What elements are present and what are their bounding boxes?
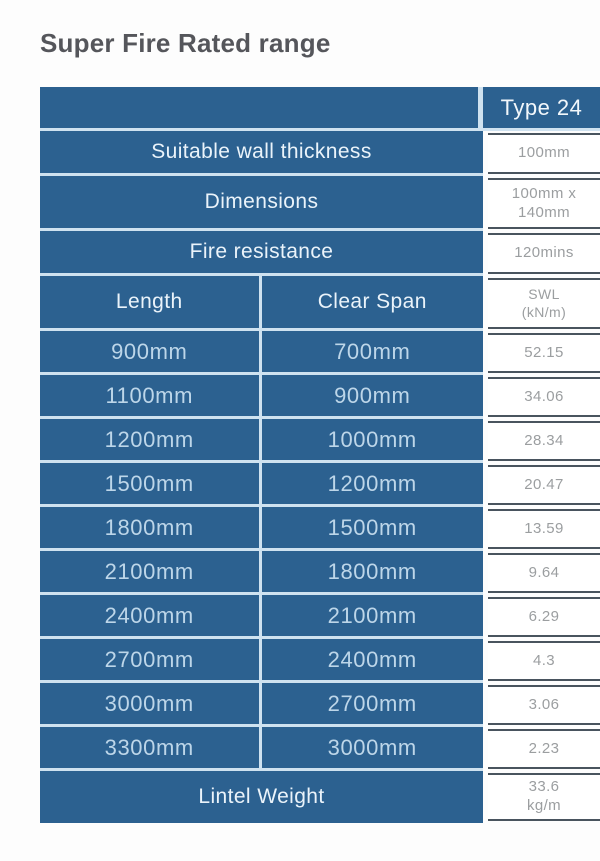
swl-cell: 13.59 bbox=[488, 509, 600, 549]
clear-span-cell: 1500mm bbox=[327, 514, 417, 540]
column-header-clear-span: Clear Span bbox=[317, 290, 427, 313]
table-row: 2100mm 1800mm 9.64 bbox=[40, 551, 600, 595]
spec-table: Type 24 Suitable wall thickness 100mm Di… bbox=[40, 87, 600, 823]
table-row: 1800mm 1500mm 13.59 bbox=[40, 507, 600, 551]
column-header-swl: SWL (kN/m) bbox=[488, 278, 600, 329]
swl-cell: 9.64 bbox=[488, 553, 600, 593]
swl-cell: 34.06 bbox=[488, 377, 600, 417]
length-cell: 2700mm bbox=[104, 646, 194, 672]
clear-span-cell: 1200mm bbox=[327, 470, 417, 496]
table-row-wall-thickness: Suitable wall thickness 100mm bbox=[40, 131, 600, 176]
lintel-weight-value: 33.6 kg/m bbox=[488, 773, 600, 821]
clear-span-cell: 900mm bbox=[334, 382, 411, 408]
length-cell: 1200mm bbox=[104, 426, 194, 452]
table-row: 1500mm 1200mm 20.47 bbox=[40, 463, 600, 507]
swl-cell: 28.34 bbox=[488, 421, 600, 461]
spec-label: Dimensions bbox=[204, 190, 319, 213]
lintel-weight-label: Lintel Weight bbox=[198, 785, 325, 808]
clear-span-cell: 2400mm bbox=[327, 646, 417, 672]
swl-cell: 52.15 bbox=[488, 333, 600, 373]
length-cell: 3000mm bbox=[104, 690, 194, 716]
length-cell: 900mm bbox=[111, 338, 188, 364]
table-row-dimensions: Dimensions 100mm x 140mm bbox=[40, 176, 600, 231]
clear-span-cell: 3000mm bbox=[327, 734, 417, 760]
table-row: 3000mm 2700mm 3.06 bbox=[40, 683, 600, 727]
clear-span-cell: 700mm bbox=[334, 338, 411, 364]
swl-cell: 3.06 bbox=[488, 685, 600, 725]
page-title: Super Fire Rated range bbox=[40, 28, 331, 58]
swl-cell: 2.23 bbox=[488, 729, 600, 769]
spec-value: 100mm bbox=[488, 133, 600, 174]
spec-value: 100mm x 140mm bbox=[488, 178, 600, 229]
spec-label: Suitable wall thickness bbox=[151, 140, 372, 163]
table-row-lintel-weight: Lintel Weight 33.6 kg/m bbox=[40, 771, 600, 823]
blank-header-cell bbox=[40, 87, 483, 131]
table-row-column-headers: Length Clear Span SWL (kN/m) bbox=[40, 276, 600, 331]
spec-value: 120mins bbox=[488, 233, 600, 274]
length-cell: 3300mm bbox=[104, 734, 194, 760]
swl-cell: 20.47 bbox=[488, 465, 600, 505]
table-row: 2400mm 2100mm 6.29 bbox=[40, 595, 600, 639]
clear-span-cell: 2100mm bbox=[327, 602, 417, 628]
length-cell: 2400mm bbox=[104, 602, 194, 628]
table-row: 3300mm 3000mm 2.23 bbox=[40, 727, 600, 771]
table-row-type-header: Type 24 bbox=[40, 87, 600, 131]
swl-cell: 4.3 bbox=[488, 641, 600, 681]
length-cell: 1800mm bbox=[104, 514, 194, 540]
type-header-cell: Type 24 bbox=[483, 87, 600, 131]
clear-span-cell: 1800mm bbox=[327, 558, 417, 584]
table-row: 900mm 700mm 52.15 bbox=[40, 331, 600, 375]
swl-cell: 6.29 bbox=[488, 597, 600, 637]
column-header-length: Length bbox=[115, 290, 183, 313]
length-cell: 1500mm bbox=[104, 470, 194, 496]
length-cell: 2100mm bbox=[104, 558, 194, 584]
clear-span-cell: 2700mm bbox=[327, 690, 417, 716]
clear-span-cell: 1000mm bbox=[327, 426, 417, 452]
table-row: 1200mm 1000mm 28.34 bbox=[40, 419, 600, 463]
table-row: 2700mm 2400mm 4.3 bbox=[40, 639, 600, 683]
table-row-fire-resistance: Fire resistance 120mins bbox=[40, 231, 600, 276]
table-row: 1100mm 900mm 34.06 bbox=[40, 375, 600, 419]
length-cell: 1100mm bbox=[105, 382, 194, 408]
spec-label: Fire resistance bbox=[189, 240, 334, 263]
